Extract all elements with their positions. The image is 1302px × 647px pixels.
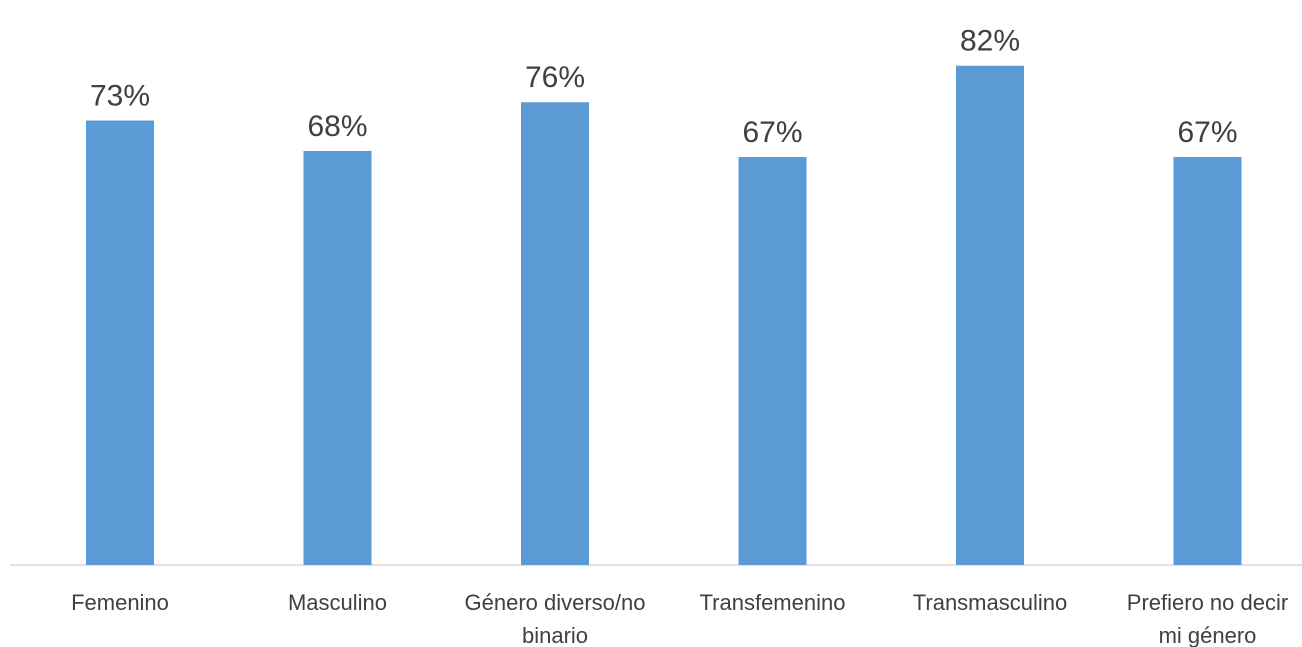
data-label-4: 82% <box>960 25 1020 58</box>
data-label-2: 76% <box>525 61 585 94</box>
data-label-3: 67% <box>742 116 802 149</box>
bar-2 <box>521 102 589 565</box>
x-tick-label-2-line-1: binario <box>522 623 588 647</box>
bar-5 <box>1173 157 1242 566</box>
x-tick-label-2-line-0: Género diverso/no <box>465 590 646 615</box>
bar-1 <box>303 150 372 565</box>
data-labels-group: 73% 68% 76% 67% 82% 67% <box>90 25 1238 149</box>
x-tick-label-3: Transfemenino <box>700 590 846 615</box>
x-tick-label-1: Masculino <box>288 590 387 615</box>
x-tick-label-0-line-0: Femenino <box>71 590 169 615</box>
x-tick-label-5: Prefiero no decir mi género <box>1127 590 1288 647</box>
x-tick-label-2: Género diverso/no binario <box>465 590 646 647</box>
data-label-1: 68% <box>307 110 367 143</box>
bars-group <box>86 65 1242 566</box>
x-tick-label-3-line-0: Transfemenino <box>700 590 846 615</box>
data-label-5: 67% <box>1177 116 1237 149</box>
bar-3 <box>738 157 807 566</box>
x-tick-label-5-line-0: Prefiero no decir <box>1127 590 1288 615</box>
x-tick-label-5-line-1: mi género <box>1159 623 1257 647</box>
bar-0 <box>86 120 154 565</box>
data-label-0: 73% <box>90 80 150 113</box>
bar-4 <box>956 65 1024 565</box>
x-tick-label-1-line-0: Masculino <box>288 590 387 615</box>
x-tick-labels-group: Femenino Masculino Género diverso/no binari… <box>71 590 1288 647</box>
x-tick-label-4-line-0: Transmasculino <box>913 590 1067 615</box>
x-tick-label-0: Femenino <box>71 590 169 615</box>
x-tick-label-4: Transmasculino <box>913 590 1067 615</box>
